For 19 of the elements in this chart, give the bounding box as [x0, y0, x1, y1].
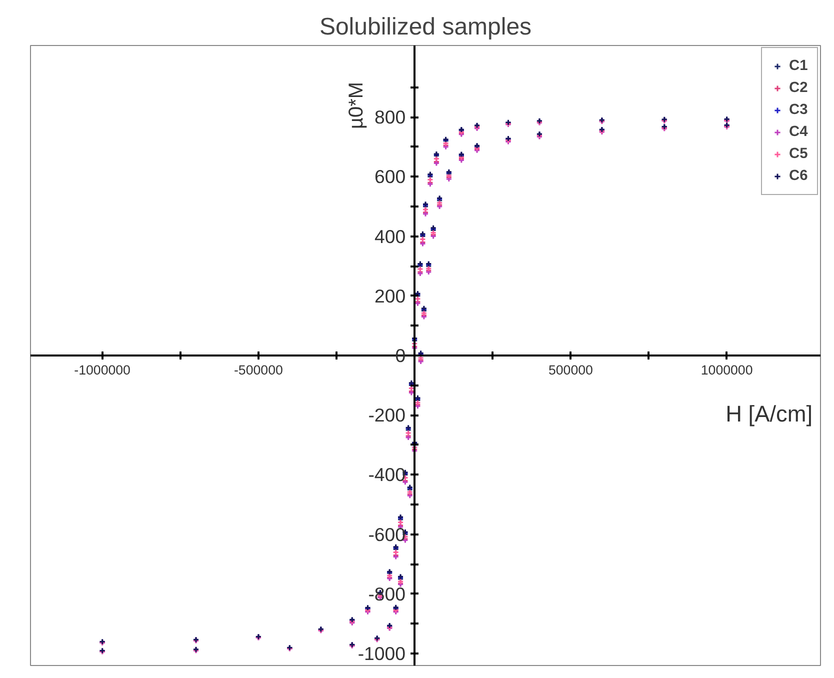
legend-label: C6 [789, 168, 809, 184]
x-tick-label: -1000000 [74, 362, 130, 378]
legend-label: C4 [789, 124, 809, 140]
y-axis-title: µ0*M [346, 82, 368, 130]
y-tick-label: -1000 [358, 643, 406, 664]
y-tick-label: 400 [374, 226, 406, 247]
x-tick-label: 1000000 [700, 362, 753, 378]
y-tick-label: 200 [374, 285, 406, 306]
y-tick-label: 600 [374, 166, 406, 188]
x-tick-label: 500000 [548, 362, 593, 378]
legend-label: C5 [789, 146, 809, 162]
legend-label: C3 [789, 102, 809, 118]
y-tick-label: 800 [374, 106, 406, 128]
legend-label: C1 [789, 58, 809, 74]
legend-label: C2 [789, 80, 809, 96]
x-axis-title: H [A/cm] [726, 400, 813, 426]
x-tick-label: -500000 [234, 362, 283, 378]
y-tick-label: -200 [368, 404, 406, 426]
chart-title: Solubilized samples [319, 14, 532, 40]
